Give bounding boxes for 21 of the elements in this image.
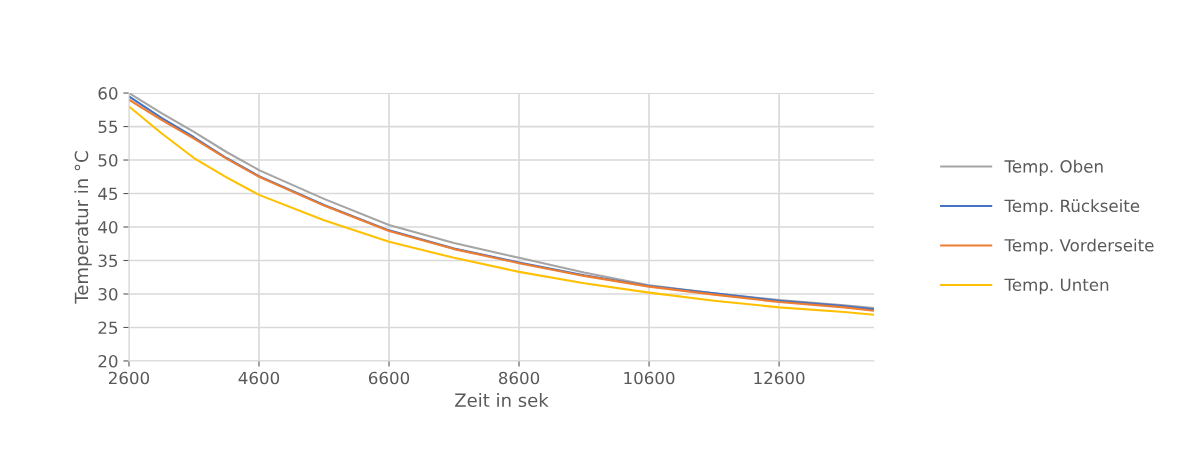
y-tick-label: 40 bbox=[98, 220, 118, 234]
x-tick-label: 8600 bbox=[498, 371, 540, 385]
y-tick-label: 30 bbox=[98, 287, 118, 301]
legend-label: Temp. Unten bbox=[1004, 278, 1109, 295]
y-tick-label: 60 bbox=[98, 87, 118, 100]
legend-label: Temp. Oben bbox=[1004, 159, 1103, 176]
y-tick-label: 25 bbox=[98, 321, 118, 335]
legend-label: Temp. Rückseite bbox=[1004, 199, 1140, 216]
y-tick-label: 50 bbox=[98, 154, 118, 167]
x-tick-label: 2600 bbox=[108, 371, 150, 385]
y-tick-label: 55 bbox=[98, 120, 118, 134]
x-tick-label: 4600 bbox=[238, 371, 280, 385]
y-tick-label: 20 bbox=[98, 354, 118, 368]
x-tick-label: 12600 bbox=[754, 371, 805, 385]
y-tick-label: 45 bbox=[98, 187, 118, 201]
legend-label: Temp. Vorderseite bbox=[1004, 238, 1154, 255]
x-axis-title: Zeit in sek bbox=[455, 393, 549, 408]
y-axis-title: Temperatur in °C bbox=[74, 151, 92, 304]
x-tick-label: 6600 bbox=[368, 371, 410, 385]
x-tick-label: 10600 bbox=[624, 371, 675, 385]
y-tick-label: 35 bbox=[98, 254, 118, 268]
